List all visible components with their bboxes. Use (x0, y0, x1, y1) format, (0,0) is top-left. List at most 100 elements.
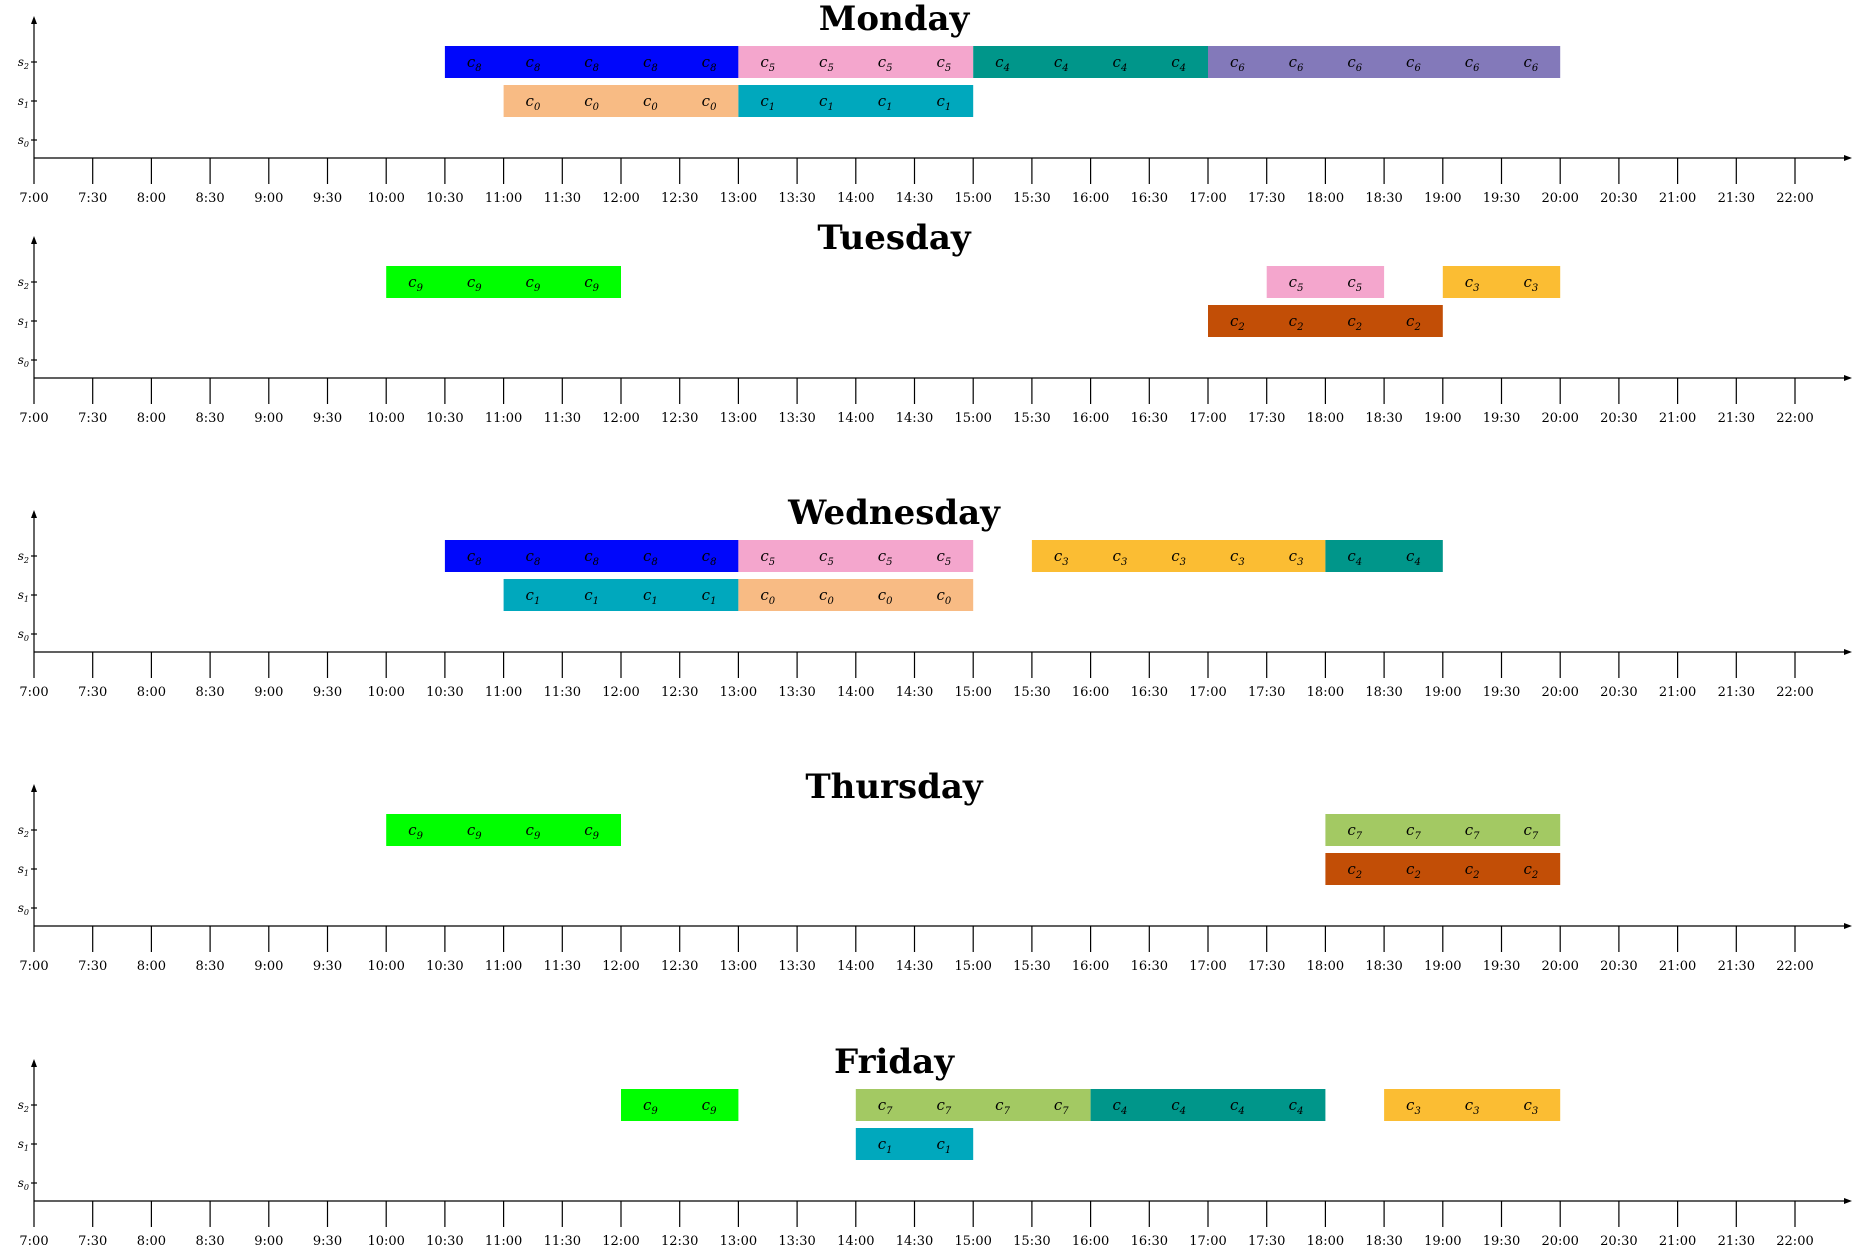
x-tick-label: 13:00 (720, 411, 757, 426)
x-tick-label: 13:00 (720, 1234, 757, 1249)
x-tick-label: 7:00 (19, 411, 48, 426)
x-axis-arrow-icon (1844, 923, 1852, 929)
x-tick-label: 11:00 (485, 1234, 522, 1249)
task-bar-c5 (1266, 266, 1385, 298)
task-label: c3 (1465, 1096, 1480, 1117)
x-tick-label: 16:30 (1131, 411, 1168, 426)
x-tick-label: 11:30 (544, 191, 581, 206)
task-label: c3 (1406, 1096, 1421, 1117)
x-axis-arrow-icon (1844, 649, 1852, 655)
x-tick-label: 12:00 (602, 191, 639, 206)
task-label: c5 (760, 547, 775, 568)
y-tick-label: s2 (18, 549, 29, 565)
x-tick-label: 12:30 (661, 191, 698, 206)
x-tick-label: 16:00 (1072, 959, 1109, 974)
x-tick-label: 22:00 (1776, 1234, 1813, 1249)
task-label: c3 (1465, 273, 1480, 294)
task-label: c7 (995, 1096, 1010, 1117)
y-tick-label: s1 (18, 314, 29, 330)
x-tick-label: 10:30 (426, 411, 463, 426)
x-tick-label: 10:30 (426, 685, 463, 700)
x-tick-label: 10:30 (426, 959, 463, 974)
x-axis-arrow-icon (1844, 375, 1852, 381)
x-tick-label: 19:00 (1424, 411, 1461, 426)
x-tick-label: 11:30 (544, 411, 581, 426)
task-label: c9 (467, 821, 482, 842)
task-label: c6 (1289, 53, 1304, 74)
y-tick-label: s2 (18, 275, 29, 291)
x-tick-label: 13:30 (778, 959, 815, 974)
x-tick-label: 19:00 (1424, 685, 1461, 700)
task-bar-c0 (738, 579, 974, 611)
x-tick-label: 13:30 (778, 191, 815, 206)
x-tick-label: 21:30 (1718, 685, 1755, 700)
task-label: c8 (584, 547, 599, 568)
x-tick-label: 8:30 (195, 685, 224, 700)
x-tick-label: 7:00 (19, 685, 48, 700)
x-tick-label: 18:30 (1365, 411, 1402, 426)
task-label: c4 (1171, 53, 1186, 74)
task-label: c7 (1054, 1096, 1069, 1117)
x-tick-label: 19:30 (1483, 411, 1520, 426)
x-tick-label: 10:00 (367, 411, 404, 426)
task-label: c9 (467, 273, 482, 294)
task-bar-c4 (973, 46, 1208, 78)
x-tick-label: 8:30 (195, 959, 224, 974)
task-bar-c3 (1384, 1089, 1561, 1121)
day-title: Thursday (805, 767, 984, 807)
x-tick-label: 15:30 (1013, 191, 1050, 206)
y-tick-label: s0 (18, 353, 29, 369)
x-tick-label: 8:00 (137, 685, 166, 700)
task-label: c9 (408, 273, 423, 294)
task-label: c6 (1523, 53, 1538, 74)
x-tick-label: 22:00 (1776, 959, 1813, 974)
y-tick-label: s0 (18, 1176, 29, 1192)
day-title: Friday (834, 1042, 955, 1082)
x-tick-label: 11:00 (485, 959, 522, 974)
x-tick-label: 9:00 (254, 191, 283, 206)
task-bar-c5 (738, 46, 974, 78)
task-label: c3 (1113, 547, 1128, 568)
task-label: c0 (760, 586, 775, 607)
x-tick-label: 7:00 (19, 1234, 48, 1249)
x-tick-label: 13:00 (720, 685, 757, 700)
x-tick-label: 22:00 (1776, 685, 1813, 700)
x-tick-label: 11:00 (485, 191, 522, 206)
task-bar-c2 (1325, 853, 1561, 885)
task-label: c4 (1347, 547, 1362, 568)
x-tick-label: 21:00 (1659, 1234, 1696, 1249)
x-tick-label: 8:00 (137, 191, 166, 206)
x-tick-label: 18:00 (1307, 411, 1344, 426)
task-label: c9 (526, 273, 541, 294)
x-tick-label: 7:00 (19, 191, 48, 206)
task-label: c4 (1289, 1096, 1304, 1117)
x-tick-label: 18:30 (1365, 959, 1402, 974)
task-label: c9 (526, 821, 541, 842)
task-label: c2 (1347, 312, 1362, 333)
x-tick-label: 18:00 (1307, 1234, 1344, 1249)
x-tick-label: 16:30 (1131, 685, 1168, 700)
task-label: c1 (819, 92, 834, 113)
x-tick-label: 17:30 (1248, 959, 1285, 974)
task-bar-c7 (1325, 814, 1561, 846)
x-tick-label: 18:30 (1365, 1234, 1402, 1249)
task-label: c7 (1347, 821, 1362, 842)
task-bar-c3 (1442, 266, 1561, 298)
x-tick-label: 21:30 (1718, 959, 1755, 974)
x-tick-label: 9:00 (254, 685, 283, 700)
x-tick-label: 17:00 (1189, 411, 1226, 426)
task-bar-c3 (1031, 540, 1326, 572)
task-label: c4 (1054, 53, 1069, 74)
task-bar-c7 (855, 1089, 1091, 1121)
task-label: c3 (1523, 1096, 1538, 1117)
x-tick-label: 20:00 (1541, 685, 1578, 700)
x-tick-label: 20:30 (1600, 411, 1637, 426)
x-tick-label: 19:30 (1483, 1234, 1520, 1249)
x-tick-label: 18:00 (1307, 959, 1344, 974)
task-bar-c9 (621, 1089, 739, 1121)
x-tick-label: 12:00 (602, 959, 639, 974)
x-tick-label: 15:30 (1013, 411, 1050, 426)
task-label: c8 (526, 53, 541, 74)
task-label: c2 (1465, 860, 1480, 881)
x-tick-label: 10:30 (426, 1234, 463, 1249)
